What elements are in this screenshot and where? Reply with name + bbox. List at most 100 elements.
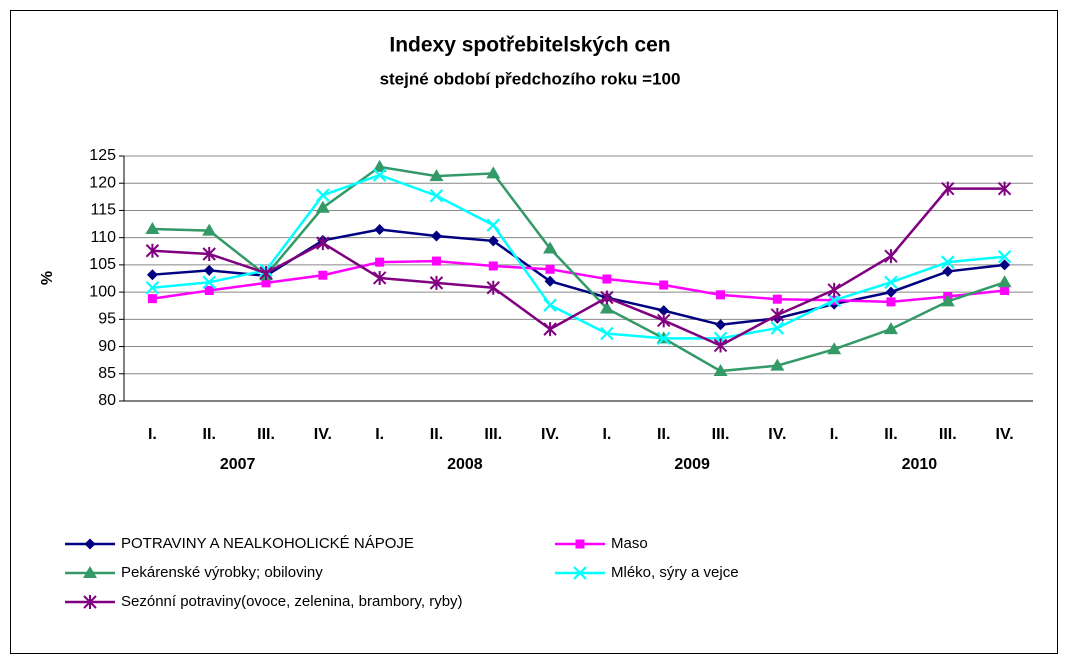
marker — [543, 241, 558, 254]
x-tick-label: III. — [712, 426, 730, 443]
marker — [146, 269, 158, 281]
marker — [941, 255, 955, 269]
marker — [599, 301, 614, 314]
y-tick-label: 110 — [90, 229, 116, 246]
marker — [147, 294, 157, 304]
marker — [602, 274, 612, 284]
marker — [429, 169, 444, 182]
x-tick-label: II. — [203, 426, 216, 443]
marker — [145, 221, 160, 234]
chart-subtitle: stejné období předchozího roku =100 — [380, 69, 681, 88]
series-line — [152, 173, 1005, 340]
legend-label: Maso — [611, 535, 648, 552]
marker — [997, 249, 1012, 264]
marker — [941, 181, 955, 196]
x-tick-label: IV. — [768, 426, 786, 443]
marker — [543, 298, 557, 312]
marker — [997, 181, 1012, 196]
marker — [316, 188, 330, 202]
y-axis-label: % — [39, 271, 56, 285]
x-tick-label: III. — [939, 426, 957, 443]
x-tick-label: II. — [657, 426, 670, 443]
marker — [316, 236, 330, 251]
year-label: 2007 — [220, 456, 256, 473]
y-tick-label: 115 — [90, 202, 116, 219]
marker — [83, 566, 97, 578]
marker — [203, 264, 215, 276]
series-line — [152, 165, 1005, 373]
marker — [318, 270, 328, 280]
marker — [827, 293, 841, 308]
legend-entry: Sezónní potraviny(ovoce, zelenina, bramb… — [65, 593, 463, 610]
y-tick-label: 125 — [89, 147, 116, 164]
marker — [83, 595, 97, 609]
marker — [372, 168, 387, 182]
marker — [827, 342, 842, 355]
marker — [770, 321, 785, 335]
marker — [600, 290, 614, 305]
marker — [202, 223, 217, 236]
y-tick-label: 100 — [89, 283, 116, 300]
marker — [84, 538, 96, 550]
marker — [886, 297, 896, 307]
marker — [145, 280, 160, 295]
marker — [429, 275, 444, 290]
legend-label: Mléko, sýry a vejce — [611, 564, 739, 581]
series — [145, 159, 1012, 377]
year-label: 2008 — [447, 456, 483, 473]
x-tick-label: I. — [830, 426, 839, 443]
legend-entry: POTRAVINY A NEALKOHOLICKÉ NÁPOJE — [65, 535, 414, 552]
marker — [884, 275, 898, 290]
marker — [431, 256, 441, 266]
marker — [713, 338, 728, 353]
x-tick-label: III. — [484, 426, 502, 443]
legend-entry: Maso — [555, 535, 648, 552]
chart-frame — [10, 10, 1058, 654]
x-tick-label: I. — [148, 426, 157, 443]
marker — [430, 230, 442, 242]
marker — [770, 358, 785, 371]
chart-title: Indexy spotřebitelských cen — [389, 34, 670, 57]
marker — [940, 294, 955, 307]
marker — [487, 235, 499, 247]
marker — [657, 313, 671, 328]
legend-entry: Pekárenské výrobky; obiloviny — [65, 564, 323, 581]
marker — [486, 280, 500, 295]
year-label: 2009 — [674, 456, 710, 473]
marker — [658, 305, 670, 317]
marker — [942, 265, 954, 277]
marker — [713, 364, 728, 377]
marker — [375, 257, 385, 267]
y-tick-label: 95 — [98, 311, 116, 328]
year-label: 2010 — [902, 456, 938, 473]
marker — [429, 188, 444, 203]
marker — [656, 331, 671, 346]
marker — [883, 322, 898, 335]
marker — [372, 159, 387, 172]
series-line — [152, 259, 1005, 304]
marker — [145, 243, 160, 258]
marker — [999, 259, 1011, 271]
legend-label: Pekárenské výrobky; obiloviny — [121, 564, 323, 581]
marker — [486, 218, 501, 232]
marker — [884, 249, 898, 264]
marker — [202, 275, 216, 290]
marker — [1000, 285, 1010, 295]
marker — [885, 286, 897, 298]
marker — [772, 294, 782, 304]
marker — [600, 326, 614, 341]
marker — [315, 200, 330, 213]
marker — [997, 275, 1012, 288]
marker — [545, 264, 555, 274]
marker — [261, 278, 271, 288]
y-tick-label: 90 — [98, 338, 116, 355]
marker — [372, 270, 387, 285]
marker — [543, 322, 557, 337]
marker — [488, 261, 498, 271]
marker — [573, 566, 587, 580]
series — [145, 181, 1012, 353]
legend-label: POTRAVINY A NEALKOHOLICKÉ NÁPOJE — [121, 535, 414, 552]
x-tick-label: II. — [884, 426, 897, 443]
x-tick-label: II. — [430, 426, 443, 443]
